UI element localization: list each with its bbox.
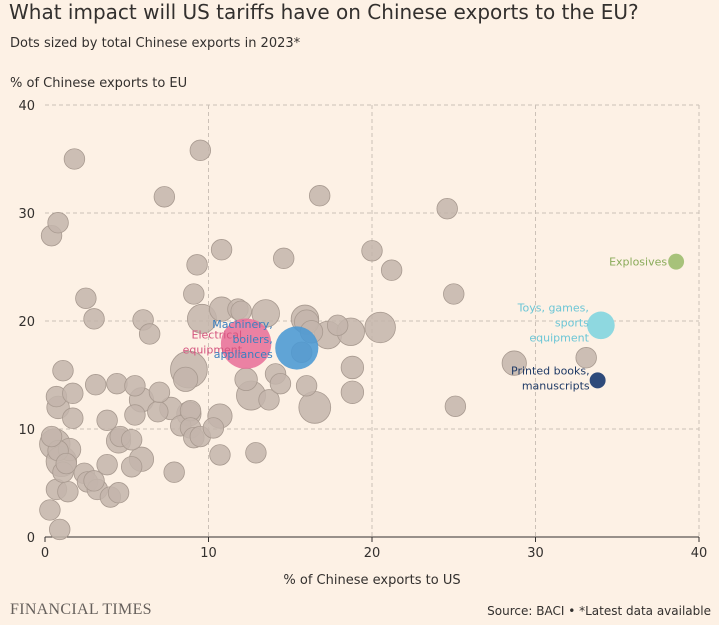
source-note: Source: BACI • *Latest data available <box>487 604 711 618</box>
x-axis-label: % of Chinese exports to US <box>283 573 460 588</box>
data-point <box>575 347 597 369</box>
x-tick-label: 20 <box>364 546 381 561</box>
data-point <box>57 480 79 503</box>
y-tick-label: 0 <box>27 531 35 546</box>
data-point <box>148 381 171 403</box>
data-point <box>75 287 97 310</box>
data-point <box>62 382 84 405</box>
data-point <box>120 456 143 478</box>
x-tick-label: 10 <box>200 546 217 561</box>
data-point <box>183 283 205 305</box>
highlight-label-machinery-boilers-appliances: Machinery, boilers, appliances <box>212 318 273 361</box>
data-point <box>124 404 146 426</box>
data-point <box>258 389 280 411</box>
data-point <box>163 461 185 483</box>
data-point <box>49 518 71 541</box>
data-point <box>251 299 280 328</box>
data-point <box>96 453 118 476</box>
x-tick-label: 0 <box>41 546 49 561</box>
data-point <box>436 197 458 220</box>
highlight-label-explosives: Explosives <box>609 256 667 269</box>
highlighted-points <box>220 253 685 389</box>
data-point <box>189 139 212 162</box>
data-point <box>147 401 169 423</box>
highlight-point-printed-books-manuscripts <box>589 372 606 389</box>
data-point <box>107 482 130 504</box>
data-point <box>340 355 365 380</box>
data-point <box>47 212 69 234</box>
y-tick-label: 10 <box>18 423 35 438</box>
data-point <box>295 375 318 397</box>
data-point <box>124 375 146 397</box>
y-tick-label: 40 <box>18 99 35 114</box>
data-point <box>210 239 233 261</box>
data-point <box>308 185 331 207</box>
highlight-point-machinery-boilers-appliances <box>275 326 319 370</box>
data-point <box>234 367 258 391</box>
data-point <box>186 254 208 276</box>
data-point <box>39 499 61 521</box>
data-point <box>55 452 77 475</box>
data-point <box>326 314 349 337</box>
chart-subtitle: Dots sized by total Chinese exports in 2… <box>10 36 301 51</box>
data-point <box>40 425 63 448</box>
highlight-point-explosives <box>668 253 685 270</box>
highlight-label-electrical-equipment: Electrical equipment <box>183 329 243 357</box>
data-point <box>83 470 105 492</box>
highlight-label-toys-games-sports-equipment: Toys, games, sports equipment <box>517 301 590 344</box>
data-point <box>153 186 176 208</box>
data-point <box>202 417 225 439</box>
data-point <box>63 148 86 170</box>
highlight-point-toys-games-sports-equipment <box>587 311 615 340</box>
data-point <box>84 374 107 396</box>
data-point <box>444 395 467 418</box>
data-point <box>443 283 465 305</box>
axis-ticks: 0 10 20 30 40 0 10 20 30 40 <box>18 99 707 561</box>
data-points <box>39 139 597 541</box>
data-point <box>209 444 231 466</box>
data-point <box>269 372 292 395</box>
data-point <box>340 380 365 404</box>
data-point <box>62 407 84 429</box>
data-point <box>83 308 105 330</box>
data-point <box>96 409 118 432</box>
y-axis-label: % of Chinese exports to EU <box>10 76 187 91</box>
data-point <box>298 391 332 424</box>
data-point <box>173 366 199 392</box>
data-point <box>273 247 295 270</box>
x-tick-label: 30 <box>527 546 544 561</box>
y-tick-label: 30 <box>18 207 35 222</box>
data-point <box>380 259 403 281</box>
data-point <box>361 240 383 262</box>
highlight-label-printed-books-manuscripts: Printed books, manuscripts <box>511 364 590 392</box>
data-point <box>364 311 396 344</box>
chart-title: What impact will US tariffs have on Chin… <box>9 0 639 24</box>
data-point <box>501 350 527 376</box>
data-point <box>52 359 74 382</box>
data-point <box>245 442 267 464</box>
grid-lines <box>45 104 700 537</box>
ft-logo: FINANCIAL TIMES <box>10 601 152 618</box>
data-point <box>138 323 161 345</box>
x-tick-label: 40 <box>691 546 708 561</box>
data-point <box>120 429 143 451</box>
highlight-point-electrical-equipment <box>220 318 272 369</box>
data-point <box>106 372 128 395</box>
y-tick-label: 20 <box>18 315 35 330</box>
